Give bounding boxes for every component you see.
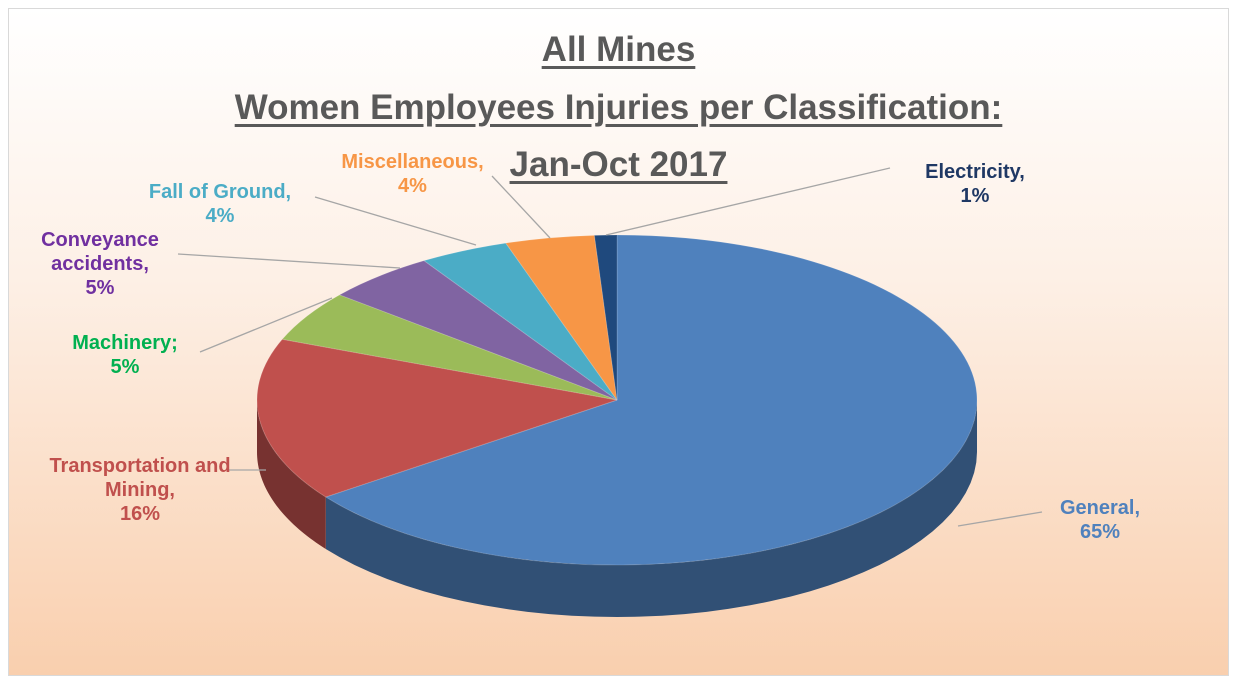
- category-label: Transportation and Mining,: [49, 455, 231, 501]
- slice: [324, 234, 978, 566]
- leader-line: [177, 253, 401, 269]
- slice: [281, 294, 618, 401]
- slice-side: [325, 400, 977, 617]
- value-label: 5%: [85, 277, 115, 299]
- value-label: 1%: [960, 185, 990, 207]
- value-label: 65%: [1079, 521, 1121, 543]
- slice: [422, 242, 618, 401]
- value-label: 4%: [205, 205, 235, 227]
- data-label: Transportation and Mining, 16%: [20, 454, 260, 526]
- data-label: General, 65%: [1030, 496, 1170, 544]
- category-label: Machinery;: [72, 332, 178, 354]
- chart-title: Women Employees Injuries per Classificat…: [234, 88, 1003, 127]
- slice: [256, 338, 618, 498]
- leader-line: [199, 297, 333, 353]
- category-label: Conveyance accidents,: [41, 229, 159, 275]
- slice-side: [257, 400, 326, 549]
- leader-line: [314, 196, 477, 246]
- value-label: 16%: [119, 503, 161, 525]
- chart-title: Jan-Oct 2017: [509, 145, 728, 184]
- leader-line: [605, 167, 891, 236]
- value-label: 5%: [110, 356, 140, 378]
- category-label: Fall of Ground,: [148, 181, 292, 203]
- leader-line: [957, 511, 1043, 527]
- leader-line: [491, 175, 551, 239]
- data-label: Conveyance accidents, 5%: [10, 228, 190, 300]
- category-label: Miscellaneous,: [341, 151, 484, 173]
- data-label: Fall of Ground, 4%: [120, 180, 320, 228]
- chart-title: All Mines: [541, 30, 696, 69]
- category-label: Electricity,: [925, 161, 1025, 183]
- data-label: Electricity, 1%: [900, 160, 1050, 208]
- slice: [338, 260, 618, 401]
- slice: [593, 234, 618, 401]
- value-label: 4%: [398, 175, 427, 197]
- category-label: General,: [1059, 497, 1141, 519]
- data-label: Miscellaneous, 4%: [320, 150, 505, 198]
- data-label: Machinery; 5%: [40, 331, 210, 379]
